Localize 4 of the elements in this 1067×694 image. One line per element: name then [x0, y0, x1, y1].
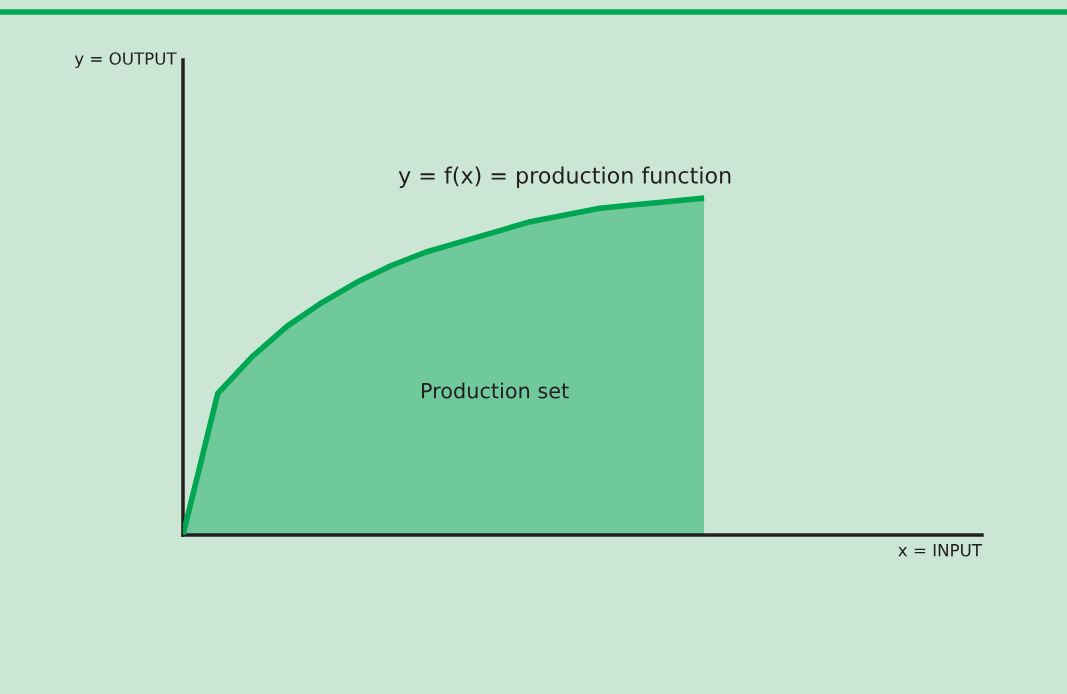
x-axis-title: x = INPUT — [898, 544, 983, 557]
annotation: Production set — [422, 382, 569, 399]
text: y = OUTPUT — [74, 52, 177, 69]
series-label: y = f(x) = production function — [398, 166, 731, 189]
